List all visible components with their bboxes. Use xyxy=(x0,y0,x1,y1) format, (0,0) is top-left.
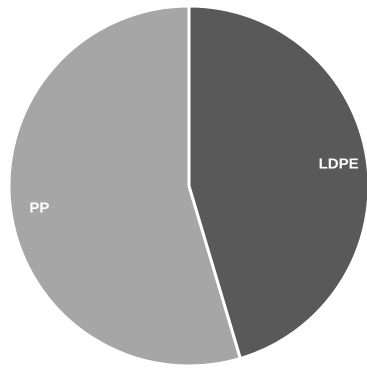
pie-slices xyxy=(7,4,367,368)
pie-slice-pp xyxy=(7,4,242,368)
pie-slice-ldpe xyxy=(187,4,367,361)
pie-labels: LDPE PP xyxy=(29,156,358,217)
pie-label-pp: PP xyxy=(29,199,49,216)
pie-label-ldpe: LDPE xyxy=(319,156,359,173)
